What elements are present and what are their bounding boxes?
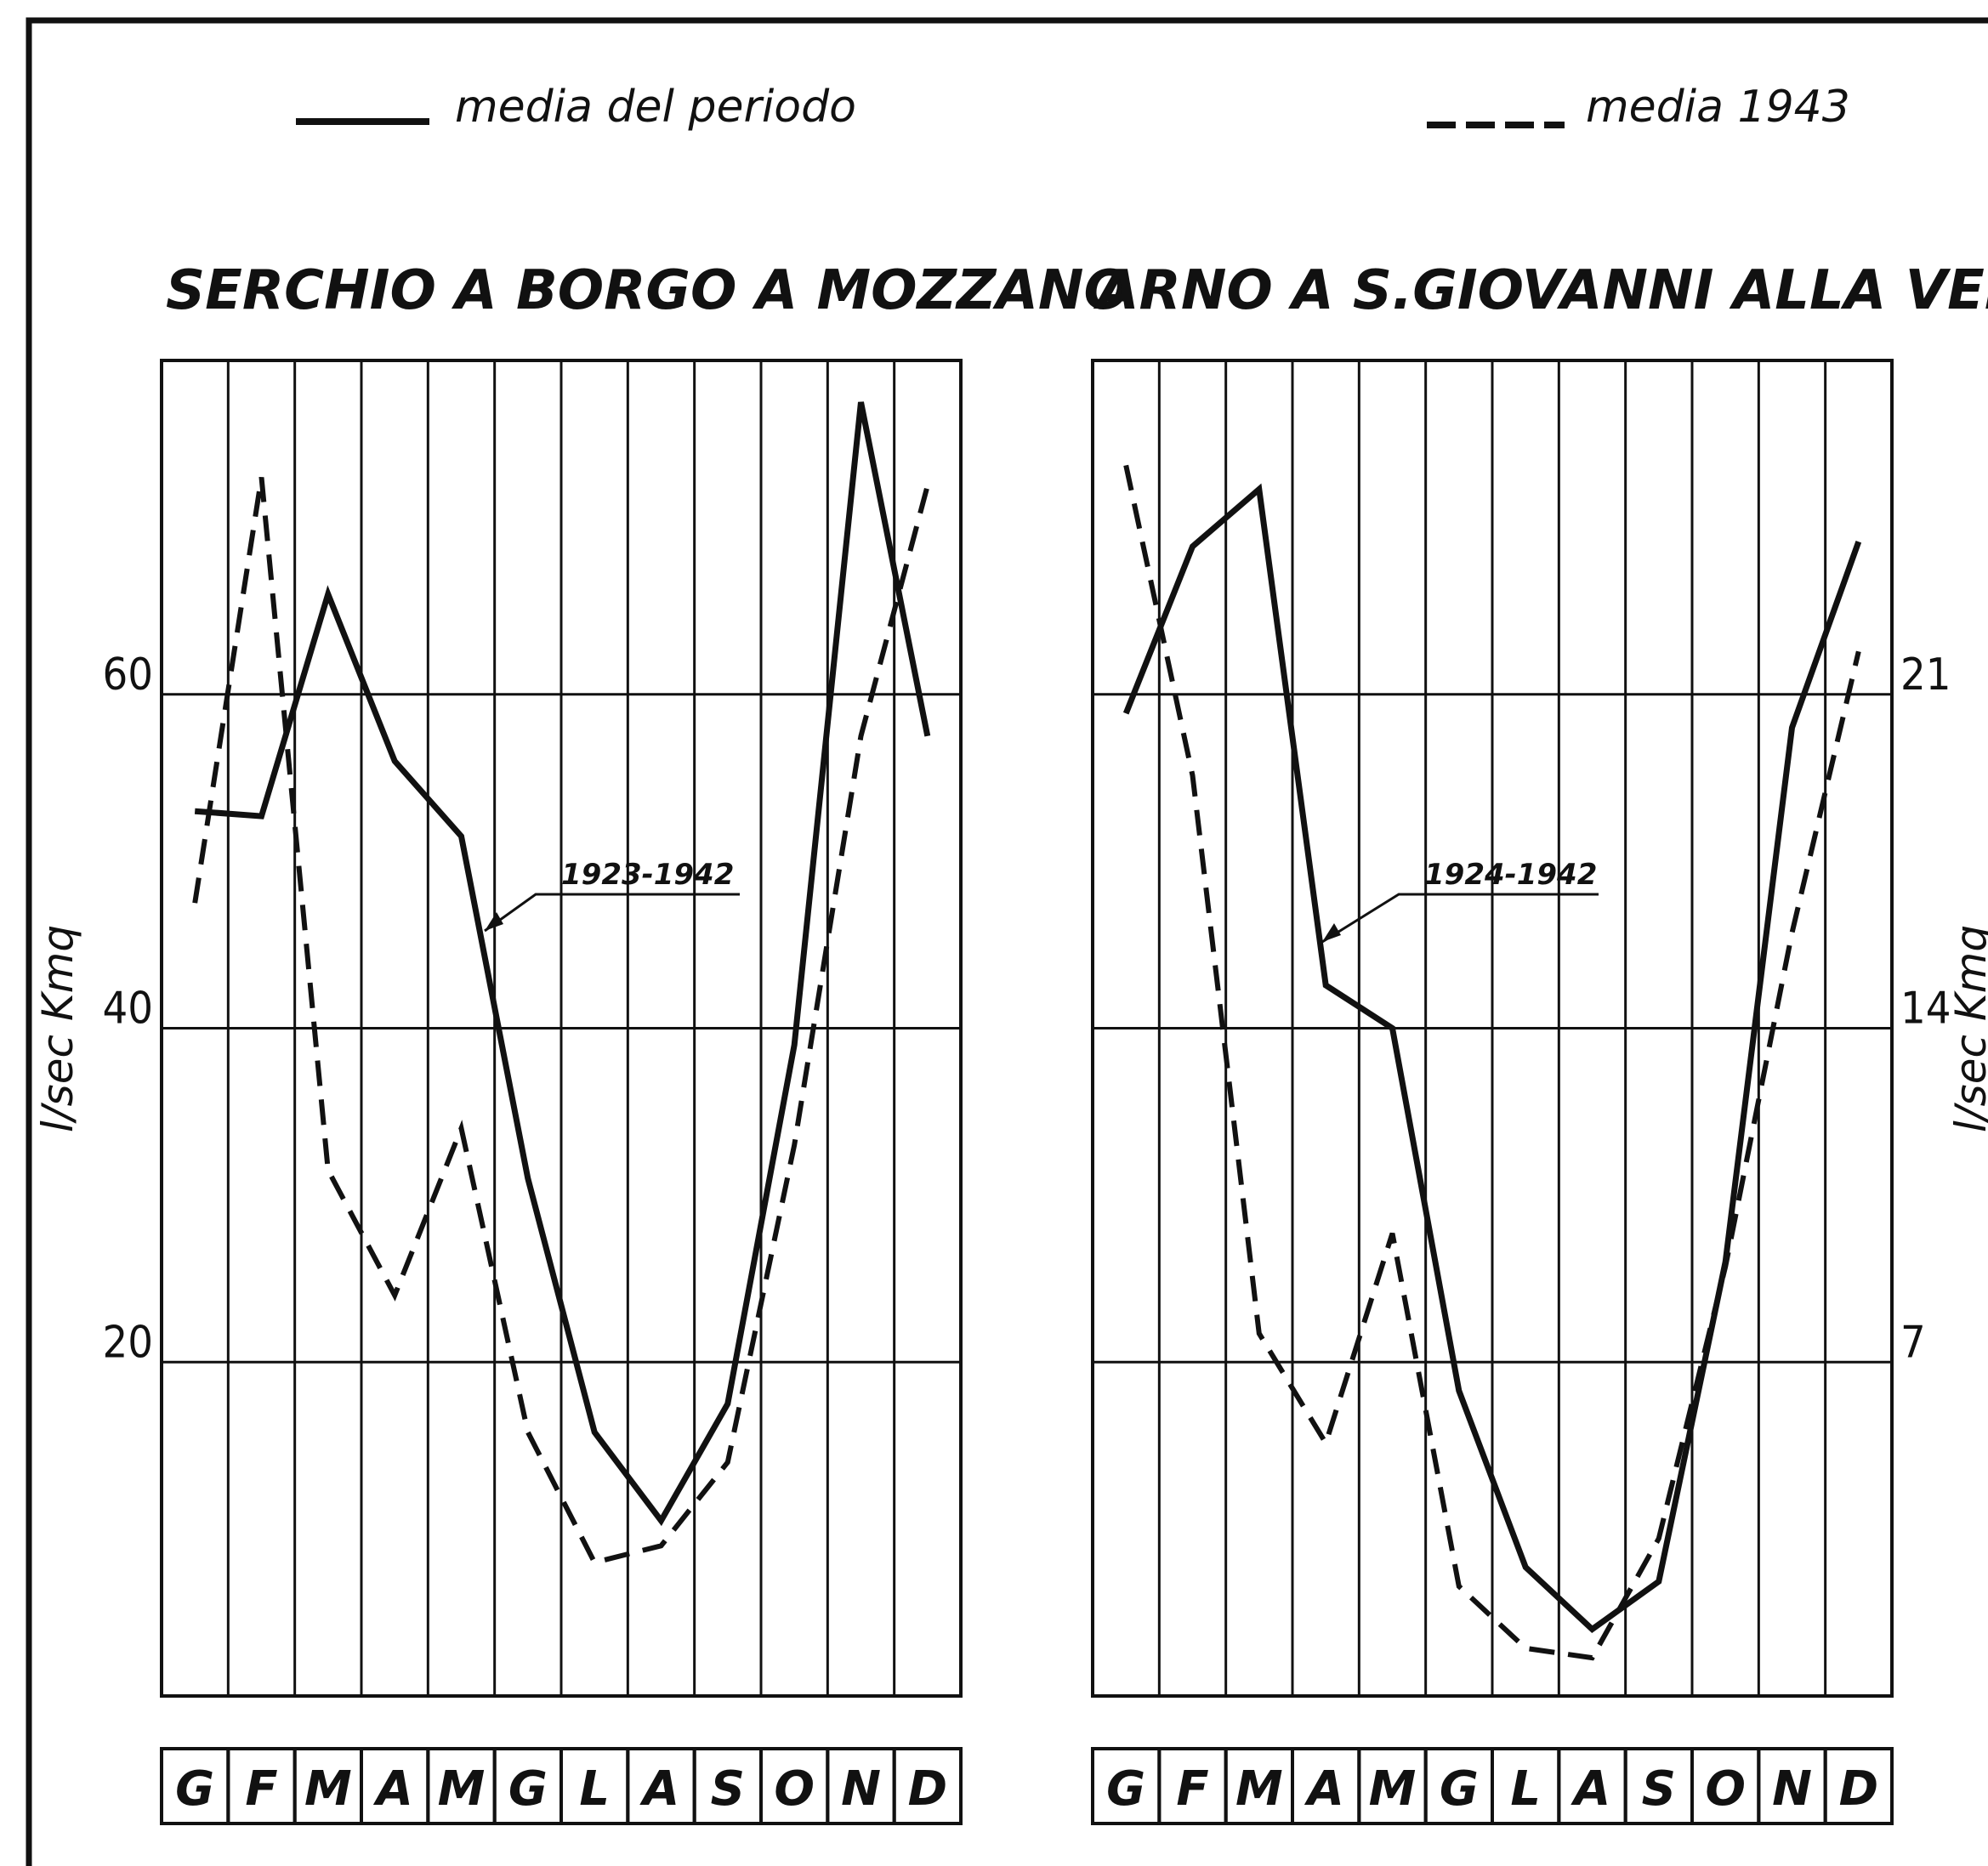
annotation-arrowhead: [485, 912, 503, 931]
legend: media del periodo media 1943: [296, 82, 1850, 133]
x-tick-label: A: [1571, 1761, 1610, 1817]
y-axis-label: l/sec Kmq: [1946, 925, 1988, 1132]
x-tick-label: S: [711, 1761, 745, 1817]
y-tick-label: 7: [1900, 1317, 1926, 1368]
annotation-arrowhead: [1322, 923, 1341, 942]
x-tick-label: G: [508, 1761, 548, 1817]
y-tick-label: 14: [1900, 984, 1951, 1035]
annotation-leader: [484, 893, 740, 933]
series-line-media-periodo: [1122, 483, 1862, 1634]
outer-frame: [26, 17, 1988, 1866]
x-tick-label: D: [1839, 1761, 1878, 1817]
x-tick-label: A: [1304, 1761, 1343, 1817]
month-cell: [1823, 1747, 1894, 1825]
chart-arno: ARNO A S.GIOVANNI ALLA VENA 7 14 21 l/sec K…: [1091, 259, 1988, 1825]
x-tick-label: L: [1510, 1761, 1541, 1817]
legend-solid-label: media del periodo: [455, 82, 856, 133]
period-annotation: 1923-1942: [561, 858, 734, 892]
chart-title: ARNO A S.GIOVANNI ALLA VENA: [1093, 259, 1988, 322]
x-tick-label: O: [1705, 1761, 1746, 1817]
x-tick-label: G: [1440, 1761, 1479, 1817]
x-tick-label: M: [438, 1761, 486, 1817]
plot-area: [160, 359, 963, 1698]
series-line-media-1943: [1123, 464, 1861, 1661]
x-tick-label: O: [774, 1761, 815, 1817]
x-tick-label: M: [1235, 1761, 1283, 1817]
x-tick-label: A: [639, 1761, 679, 1817]
x-tick-label: N: [1772, 1761, 1812, 1817]
x-tick-label: F: [1176, 1761, 1208, 1817]
x-tick-label: L: [579, 1761, 610, 1817]
x-tick-label: D: [908, 1761, 947, 1817]
plot-area: [1091, 359, 1894, 1698]
y-tick-label: 20: [102, 1317, 153, 1368]
legend-dashed-label: media 1943: [1586, 82, 1850, 133]
y-tick-label: 21: [1900, 649, 1951, 700]
y-tick-label: 40: [102, 984, 153, 1035]
x-tick-label: A: [372, 1761, 412, 1817]
chart-serchio: SERCHIO A BORGO A MOZZANO 20 40 60 l/sec Km…: [33, 259, 1130, 1825]
period-annotation: 1924-1942: [1424, 858, 1597, 892]
y-axis-label: l/sec Kmq: [33, 925, 82, 1132]
month-cell: [892, 1747, 963, 1825]
x-tick-label: G: [175, 1761, 214, 1817]
x-tick-label: G: [1106, 1761, 1145, 1817]
x-tick-label: M: [1369, 1761, 1417, 1817]
x-tick-label: M: [304, 1761, 352, 1817]
x-tick-label: S: [1642, 1761, 1676, 1817]
x-tick-label: F: [245, 1761, 277, 1817]
chart-title: SERCHIO A BORGO A MOZZANO: [166, 259, 1130, 322]
series-line-media-periodo: [194, 401, 931, 1527]
y-tick-label: 60: [102, 649, 153, 700]
series-line-media-1943: [192, 477, 930, 1566]
annotation-leader: [1321, 893, 1599, 944]
x-tick-label: N: [841, 1761, 881, 1817]
